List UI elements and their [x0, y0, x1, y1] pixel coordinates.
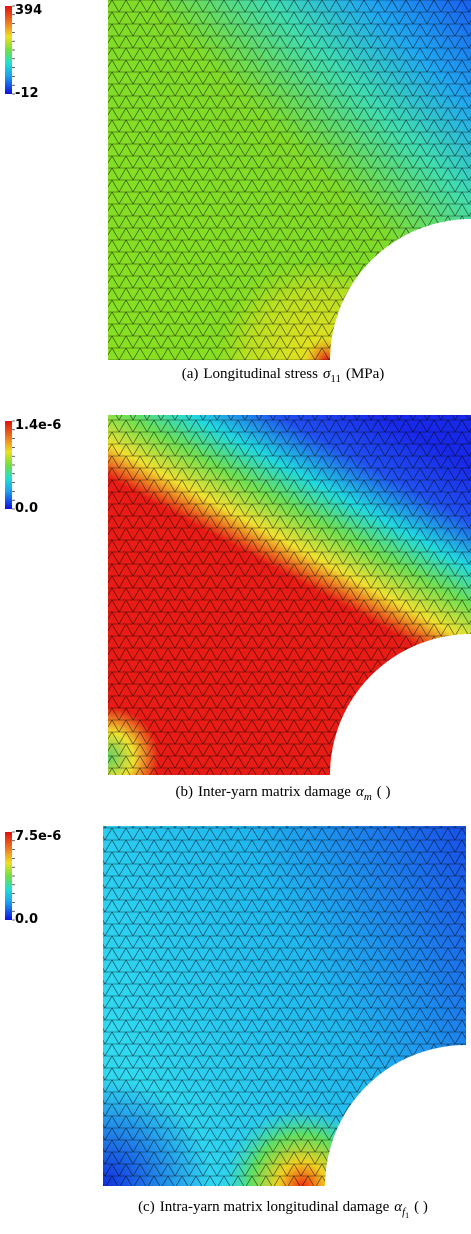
caption-unit: ( ): [414, 1199, 428, 1215]
caption-symbol: α: [394, 1199, 403, 1215]
colorbar-max: 394: [15, 3, 42, 18]
caption-symbol: σ: [323, 366, 331, 382]
caption: (a) Longitudinal stress σ11 (MPa): [182, 366, 385, 385]
colorbar-min: 0.0: [15, 501, 38, 516]
caption-label: (c): [138, 1199, 155, 1215]
caption-sub: 11: [330, 373, 341, 385]
caption-unit: (MPa): [346, 366, 384, 382]
caption-label: (a): [182, 366, 199, 382]
mesh: [103, 826, 466, 1186]
caption-sub: m: [364, 791, 372, 803]
caption-unit: ( ): [377, 784, 391, 800]
mesh: [108, 415, 471, 775]
caption-text: Intra-yarn matrix longitudinal damage: [160, 1199, 390, 1215]
caption-text: Inter-yarn matrix damage: [198, 784, 351, 800]
caption-label: (b): [175, 784, 193, 800]
colorbar-min: -12: [15, 86, 39, 101]
colorbar: [5, 832, 12, 920]
caption: (b) Inter-yarn matrix damage αm ( ): [175, 784, 390, 803]
caption-subsub: 1: [405, 1211, 409, 1220]
colorbar-max: 7.5e-6: [15, 829, 61, 844]
colorbar-min: 0.0: [15, 912, 38, 927]
colorbar: [5, 421, 12, 509]
colorbar-max: 1.4e-6: [15, 418, 61, 433]
caption-symbol: α: [356, 784, 365, 800]
caption: (c) Intra-yarn matrix longitudinal damage…: [138, 1199, 428, 1220]
panel: 1.4e-6 0.0 (b) Inter-yarn matrix damage αm ( …: [5, 415, 471, 803]
caption-text: Longitudinal stress: [203, 366, 318, 382]
mesh: [108, 0, 471, 360]
colorbar: [5, 6, 12, 94]
panel: 7.5e-6 0.0 (c) Intra-yarn matrix longitudin…: [5, 826, 466, 1220]
panel: 394 -12 (a) Longitudinal stress σ11 (MPa): [5, 0, 471, 385]
caption-sub: f: [402, 1206, 407, 1218]
